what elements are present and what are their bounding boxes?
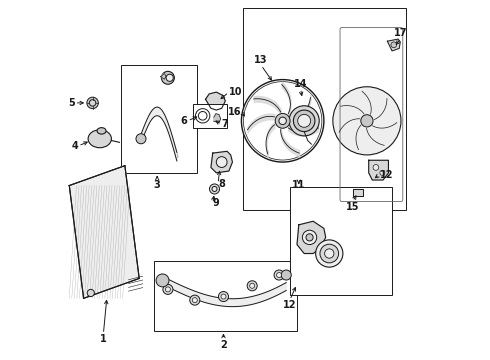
Circle shape: [373, 165, 379, 170]
Text: 5: 5: [68, 98, 74, 108]
Text: 12: 12: [283, 300, 296, 310]
Circle shape: [156, 274, 169, 287]
Circle shape: [136, 134, 146, 144]
Circle shape: [294, 110, 315, 132]
Circle shape: [391, 42, 397, 48]
Circle shape: [219, 292, 228, 302]
Circle shape: [221, 294, 226, 299]
Circle shape: [163, 284, 173, 294]
Polygon shape: [69, 166, 139, 298]
Circle shape: [320, 244, 339, 263]
Text: 4: 4: [72, 141, 78, 151]
Text: 8: 8: [218, 179, 225, 189]
Circle shape: [87, 289, 95, 297]
Circle shape: [306, 234, 313, 241]
Text: 17: 17: [394, 28, 408, 39]
Circle shape: [166, 74, 173, 81]
Circle shape: [247, 281, 257, 291]
Bar: [193, 104, 227, 128]
Circle shape: [316, 240, 343, 267]
Circle shape: [242, 80, 324, 162]
Text: 7: 7: [221, 120, 228, 129]
Polygon shape: [205, 92, 225, 110]
Text: 10: 10: [229, 87, 243, 97]
Text: 12: 12: [379, 170, 393, 180]
Circle shape: [216, 157, 227, 167]
Circle shape: [89, 100, 96, 106]
Circle shape: [275, 113, 290, 128]
Bar: [243, 8, 406, 211]
Circle shape: [289, 106, 319, 136]
Text: 9: 9: [213, 198, 220, 208]
Polygon shape: [353, 189, 364, 196]
Bar: [290, 187, 392, 295]
Circle shape: [276, 273, 282, 278]
Circle shape: [274, 270, 284, 280]
Text: 1: 1: [100, 334, 107, 344]
Text: 11: 11: [292, 180, 306, 190]
Polygon shape: [141, 107, 177, 161]
Text: 15: 15: [346, 202, 359, 212]
Polygon shape: [214, 114, 220, 123]
Circle shape: [161, 71, 174, 84]
Polygon shape: [368, 160, 389, 180]
Circle shape: [192, 298, 197, 303]
Bar: [122, 65, 196, 173]
Polygon shape: [211, 151, 232, 173]
Text: 6: 6: [181, 116, 188, 126]
Ellipse shape: [97, 128, 106, 134]
Text: 13: 13: [254, 55, 268, 65]
Circle shape: [324, 249, 334, 258]
Polygon shape: [388, 39, 400, 51]
Circle shape: [380, 170, 385, 175]
Circle shape: [87, 97, 98, 109]
Text: 16: 16: [228, 107, 242, 117]
Text: 2: 2: [220, 339, 227, 350]
Circle shape: [190, 295, 200, 305]
Circle shape: [302, 230, 317, 244]
Circle shape: [333, 87, 401, 155]
Circle shape: [210, 184, 220, 194]
Polygon shape: [297, 221, 326, 253]
Circle shape: [298, 114, 311, 127]
Text: 14: 14: [294, 78, 307, 89]
Circle shape: [361, 115, 373, 127]
Ellipse shape: [88, 130, 111, 148]
Bar: [153, 261, 297, 330]
Polygon shape: [163, 276, 286, 307]
Circle shape: [250, 283, 255, 288]
Text: 3: 3: [154, 180, 161, 190]
Circle shape: [212, 186, 217, 192]
Circle shape: [279, 117, 286, 125]
Circle shape: [281, 270, 291, 280]
Circle shape: [166, 287, 171, 292]
Circle shape: [244, 82, 322, 160]
Polygon shape: [161, 73, 166, 79]
